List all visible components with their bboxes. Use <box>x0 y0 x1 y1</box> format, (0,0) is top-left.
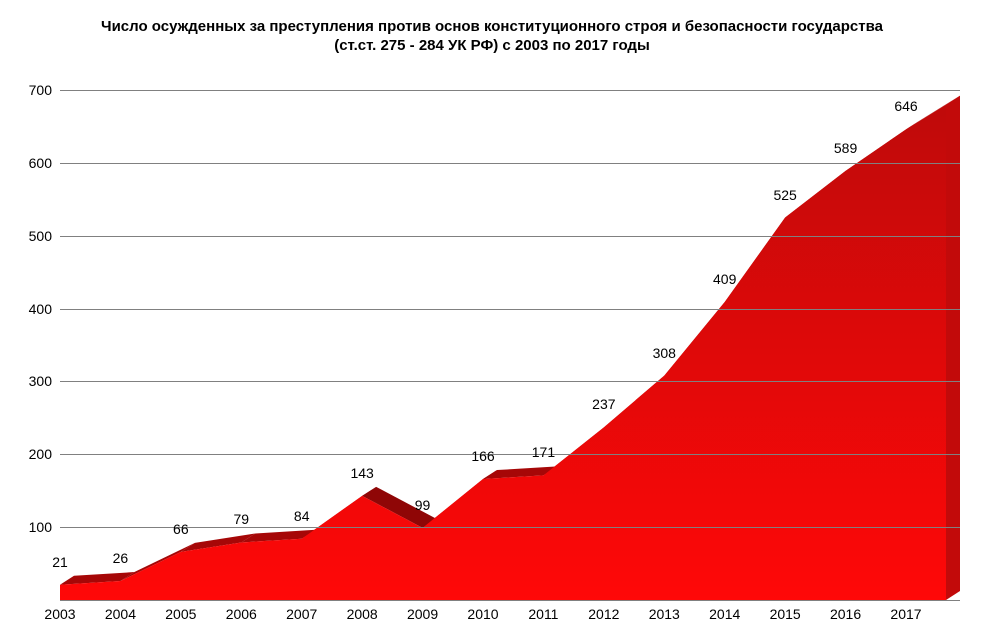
grid-line <box>60 309 960 310</box>
value-label: 409 <box>713 271 736 287</box>
area-right-wall <box>946 96 960 600</box>
grid-line <box>60 527 960 528</box>
xtick-label: 2017 <box>890 600 921 622</box>
grid-line <box>60 381 960 382</box>
xtick-label: 2005 <box>165 600 196 622</box>
ytick-label: 600 <box>29 155 60 171</box>
ytick-label: 500 <box>29 228 60 244</box>
value-label: 646 <box>894 98 917 114</box>
area-front-face <box>60 105 946 600</box>
area-series <box>60 90 960 600</box>
value-label: 308 <box>653 345 676 361</box>
ytick-label: 700 <box>29 82 60 98</box>
xtick-label: 2003 <box>44 600 75 622</box>
value-label: 21 <box>52 554 68 570</box>
chart-title: Число осужденных за преступления против … <box>0 18 984 56</box>
xtick-label: 2006 <box>226 600 257 622</box>
xtick-label: 2013 <box>649 600 680 622</box>
grid-line <box>60 163 960 164</box>
ytick-label: 200 <box>29 446 60 462</box>
grid-line <box>60 236 960 237</box>
value-label: 525 <box>773 187 796 203</box>
value-label: 99 <box>415 497 431 513</box>
value-label: 79 <box>233 511 249 527</box>
value-label: 166 <box>471 448 494 464</box>
ytick-label: 100 <box>29 519 60 535</box>
xtick-label: 2015 <box>770 600 801 622</box>
value-label: 589 <box>834 140 857 156</box>
xtick-label: 2009 <box>407 600 438 622</box>
ytick-label: 400 <box>29 301 60 317</box>
chart-title-line1: Число осужденных за преступления против … <box>101 18 883 35</box>
value-label: 26 <box>113 550 129 566</box>
ytick-label: 300 <box>29 373 60 389</box>
value-label: 143 <box>350 465 373 481</box>
value-label: 84 <box>294 508 310 524</box>
grid-line <box>60 90 960 91</box>
xtick-label: 2016 <box>830 600 861 622</box>
xtick-label: 2012 <box>588 600 619 622</box>
xtick-label: 2007 <box>286 600 317 622</box>
plot-area: 1002003004005006007002003200420052006200… <box>60 90 960 600</box>
value-label: 171 <box>532 444 555 460</box>
xtick-label: 2010 <box>467 600 498 622</box>
xtick-label: 2004 <box>105 600 136 622</box>
chart-title-line2: (ст.ст. 275 - 284 УК РФ) с 2003 по 2017 … <box>334 37 650 54</box>
value-label: 237 <box>592 396 615 412</box>
grid-line <box>60 454 960 455</box>
xtick-label: 2014 <box>709 600 740 622</box>
xtick-label: 2008 <box>347 600 378 622</box>
value-label: 66 <box>173 521 189 537</box>
xtick-label: 2011 <box>528 600 558 622</box>
